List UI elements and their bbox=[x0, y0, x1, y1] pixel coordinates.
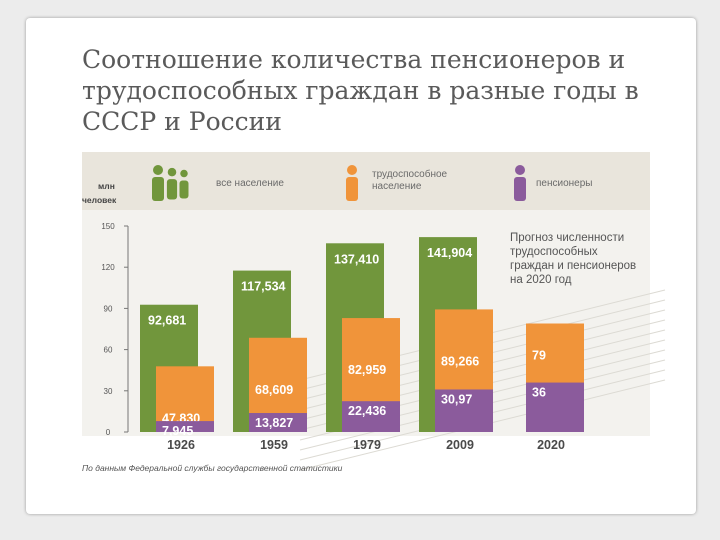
value-label: 22,436 bbox=[348, 404, 386, 418]
forecast-note: трудоспособных bbox=[510, 246, 598, 258]
worker-icon bbox=[346, 165, 358, 201]
unit-label: млн bbox=[98, 181, 115, 191]
y-tick-label: 120 bbox=[101, 263, 115, 272]
x-tick-label: 1959 bbox=[260, 438, 288, 452]
family-icon bbox=[152, 165, 189, 201]
bar-pensioners bbox=[526, 382, 584, 432]
value-label: 89,266 bbox=[441, 354, 479, 368]
value-label: 141,904 bbox=[427, 246, 472, 260]
value-label: 79 bbox=[532, 349, 546, 363]
unit-label: человек bbox=[82, 195, 117, 205]
y-tick-label: 30 bbox=[104, 387, 113, 396]
forecast-note: Прогноз численности bbox=[510, 232, 624, 244]
value-label: 117,534 bbox=[241, 280, 286, 294]
legend-label: все население bbox=[216, 178, 284, 189]
value-label: 13,827 bbox=[255, 416, 293, 430]
value-label: 82,959 bbox=[348, 363, 386, 377]
legend-label: пенсионеры bbox=[536, 178, 592, 189]
source-note: По данным Федеральной службы государстве… bbox=[82, 463, 343, 473]
y-tick-label: 90 bbox=[104, 304, 113, 313]
legend-label: трудоспособное bbox=[372, 168, 448, 180]
x-tick-label: 1926 bbox=[167, 438, 195, 452]
y-tick-label: 150 bbox=[101, 222, 115, 231]
value-label: 137,410 bbox=[334, 252, 379, 266]
value-label: 30,97 bbox=[441, 392, 472, 406]
x-tick-label: 2009 bbox=[446, 438, 474, 452]
bar-pensioners bbox=[342, 401, 400, 432]
legend-label: население bbox=[372, 181, 422, 192]
elderly-person-icon bbox=[514, 165, 526, 201]
forecast-note: на 2020 год bbox=[510, 274, 572, 286]
value-label: 68,609 bbox=[255, 383, 293, 397]
y-tick-label: 60 bbox=[104, 346, 113, 355]
bar-pensioners bbox=[156, 421, 214, 432]
bar-pensioners bbox=[435, 389, 493, 432]
value-label: 7,945 bbox=[162, 424, 193, 438]
bar-working bbox=[156, 366, 214, 432]
forecast-note: граждан и пенсионеров bbox=[510, 260, 636, 272]
value-label: 36 bbox=[532, 386, 546, 400]
slide-title: Соотношение количества пенсионеров и тру… bbox=[82, 45, 639, 136]
x-tick-label: 1979 bbox=[353, 438, 381, 452]
value-label: 92,681 bbox=[148, 314, 186, 328]
x-tick-label: 2020 bbox=[537, 438, 565, 452]
y-tick-label: 0 bbox=[106, 428, 111, 437]
bar-pensioners bbox=[249, 413, 307, 432]
